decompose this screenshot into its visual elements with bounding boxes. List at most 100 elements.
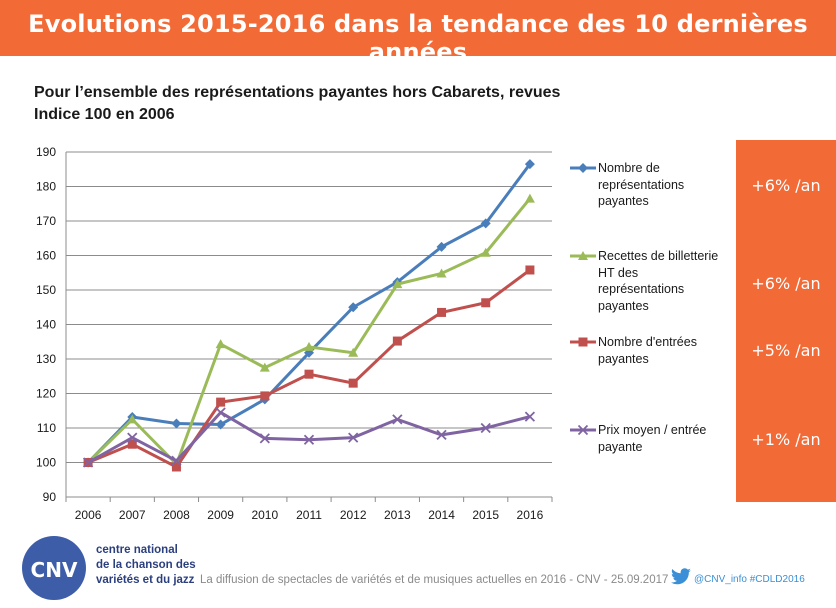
data-point [480, 218, 491, 229]
series-line-2 [87, 268, 531, 469]
y-tick-label: 100 [36, 456, 56, 470]
legend-swatch-marker [578, 337, 588, 347]
y-tick-label: 120 [36, 387, 56, 401]
series-line-0 [87, 163, 532, 464]
y-tick-label: 140 [36, 318, 56, 332]
twitter-icon [671, 568, 691, 585]
data-point [524, 411, 536, 422]
data-point [303, 434, 315, 445]
y-tick-label: 110 [37, 421, 56, 435]
x-tick-label: 2010 [251, 508, 278, 522]
legend-label: Nombre d'entrées payantes [598, 334, 728, 367]
data-point [525, 265, 535, 275]
legend-label-line: représentations [598, 282, 685, 296]
data-point [524, 159, 535, 170]
y-tick-label: 150 [36, 283, 56, 297]
y-tick-label: 90 [43, 490, 57, 504]
y-tick-label: 190 [36, 145, 56, 159]
legend-label: Prix moyen / entrée payante [598, 422, 728, 455]
org-line-1: centre national [96, 544, 178, 556]
data-point [524, 193, 535, 203]
twitter-handle: @CNV_info #CDLD2016 [694, 574, 805, 585]
legend-label-line: représentations [598, 177, 685, 192]
x-tick-label: 2009 [207, 508, 234, 522]
y-tick-label: 170 [36, 214, 56, 228]
org-line-2: de la chanson des [96, 559, 196, 571]
legend-swatch-marker [578, 251, 588, 260]
org-line-3: variétés et du jazz [96, 574, 195, 586]
header-banner: Evolutions 2015-2016 dans la tendance de… [0, 0, 836, 66]
x-tick-label: 2008 [163, 508, 190, 522]
cnv-logo: CNV [22, 536, 86, 600]
data-point [127, 439, 137, 449]
data-point [127, 432, 138, 443]
data-point [215, 339, 226, 349]
data-point [481, 298, 491, 308]
data-point [304, 341, 314, 351]
x-tick-label: 2007 [119, 508, 146, 522]
data-point [304, 369, 314, 379]
data-point [171, 462, 181, 472]
legend-label-line: Nombre d'entrées [598, 335, 697, 349]
page-title: Evolutions 2015-2016 dans la tendance de… [28, 10, 808, 66]
legend-label-line: HT des [598, 265, 639, 280]
growth-recettes: +6% /an [751, 274, 821, 293]
legend-swatch-marker [577, 424, 589, 436]
x-tick-label: 2013 [384, 508, 411, 522]
legend-label-line: payantes [598, 298, 649, 313]
org-name: centre national de la chanson des variét… [96, 543, 196, 588]
data-point [348, 347, 359, 357]
data-point [259, 433, 270, 444]
data-point [348, 432, 359, 443]
data-point [437, 307, 447, 317]
data-point [480, 422, 491, 434]
legend-label-line: payantes [598, 194, 649, 208]
legend-label-line: Recettes de billetterie [598, 249, 719, 263]
legend-label-line: payantes [598, 351, 649, 366]
data-point [436, 429, 447, 441]
data-point [480, 247, 491, 257]
y-tick-label: 160 [36, 249, 56, 263]
growth-panel: +6% /an +6% /an +5% /an +1% /an [736, 140, 836, 502]
legend-label-line: Nombre de [598, 161, 660, 175]
data-point [127, 414, 138, 424]
data-point [260, 391, 270, 401]
data-point [215, 419, 226, 430]
data-point [436, 268, 447, 278]
x-tick-label: 2015 [472, 508, 499, 522]
data-point [171, 418, 182, 429]
data-point [259, 362, 270, 372]
data-point [171, 455, 182, 466]
data-point [348, 378, 358, 388]
cnv-logo-text: CNV [30, 558, 78, 582]
legend-label: Nombre de représentations payantes [598, 160, 728, 210]
subtitle-line-2: Indice 100 en 2006 [34, 106, 175, 123]
data-point [216, 397, 226, 407]
growth-representations: +6% /an [751, 176, 821, 195]
x-tick-label: 2012 [340, 508, 367, 522]
chart-subtitle: Pour l’ensemble des représentations paya… [34, 82, 560, 126]
legend-label-line: Prix moyen / entrée [598, 423, 707, 437]
y-tick-label: 180 [36, 180, 56, 194]
legend-swatch-marker [578, 163, 588, 173]
data-point [436, 241, 447, 252]
x-tick-label: 2014 [428, 508, 455, 522]
legend-label-line: payante [598, 439, 643, 454]
x-tick-label: 2016 [517, 508, 544, 522]
data-point [348, 302, 359, 313]
legend-label: Recettes de billetterie HT des représentat… [598, 248, 728, 314]
data-point [82, 457, 94, 468]
source-note: La diffusion de spectacles de variétés e… [200, 574, 669, 586]
data-point [392, 336, 402, 346]
x-tick-label: 2011 [296, 508, 322, 522]
series-line-1 [87, 197, 532, 466]
growth-prix: +1% /an [751, 430, 821, 449]
growth-entrees: +5% /an [751, 341, 821, 360]
data-point [215, 407, 226, 418]
subtitle-line-1: Pour l’ensemble des représentations paya… [34, 84, 561, 101]
data-point [392, 414, 403, 425]
y-tick-label: 130 [36, 352, 56, 366]
x-tick-label: 2006 [75, 508, 102, 522]
data-point [392, 279, 403, 289]
